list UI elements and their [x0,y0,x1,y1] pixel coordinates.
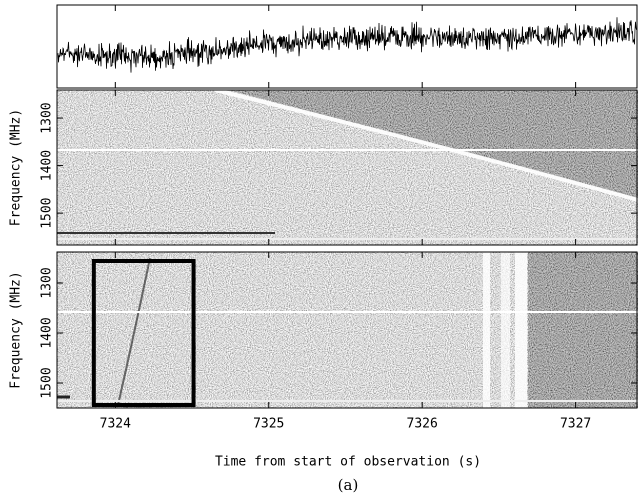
x-axis-label: Time from start of observation (s) [215,455,481,470]
y-tick-label: 1400 [40,150,55,181]
x-tick-label: 7327 [560,417,591,432]
y-tick-label: 1400 [40,317,55,348]
spectrum-dark [528,252,638,408]
x-tick-label: 7324 [100,417,131,432]
y-tick-label: 1300 [40,102,55,133]
rfi-band [501,252,510,408]
rfi-band [483,252,490,408]
highlight-box [91,259,196,407]
caption: (a) [338,476,359,494]
y-axis-label: Frequency (MHz) [9,109,24,226]
time-series-trace [57,17,637,73]
pulse-track [117,257,151,406]
y-axis-label: Frequency (MHz) [9,271,24,388]
panel-frame [56,4,638,89]
dispersed-pulse [214,88,638,202]
panel-frame [56,89,638,246]
x-tick-label: 7325 [253,417,284,432]
rfi-band [515,252,527,408]
y-tick-label: 1500 [40,367,55,398]
panel-frame [56,251,638,409]
y-tick-label: 1300 [40,267,55,298]
x-tick-label: 7326 [407,417,438,432]
y-tick-label: 1500 [40,197,55,228]
